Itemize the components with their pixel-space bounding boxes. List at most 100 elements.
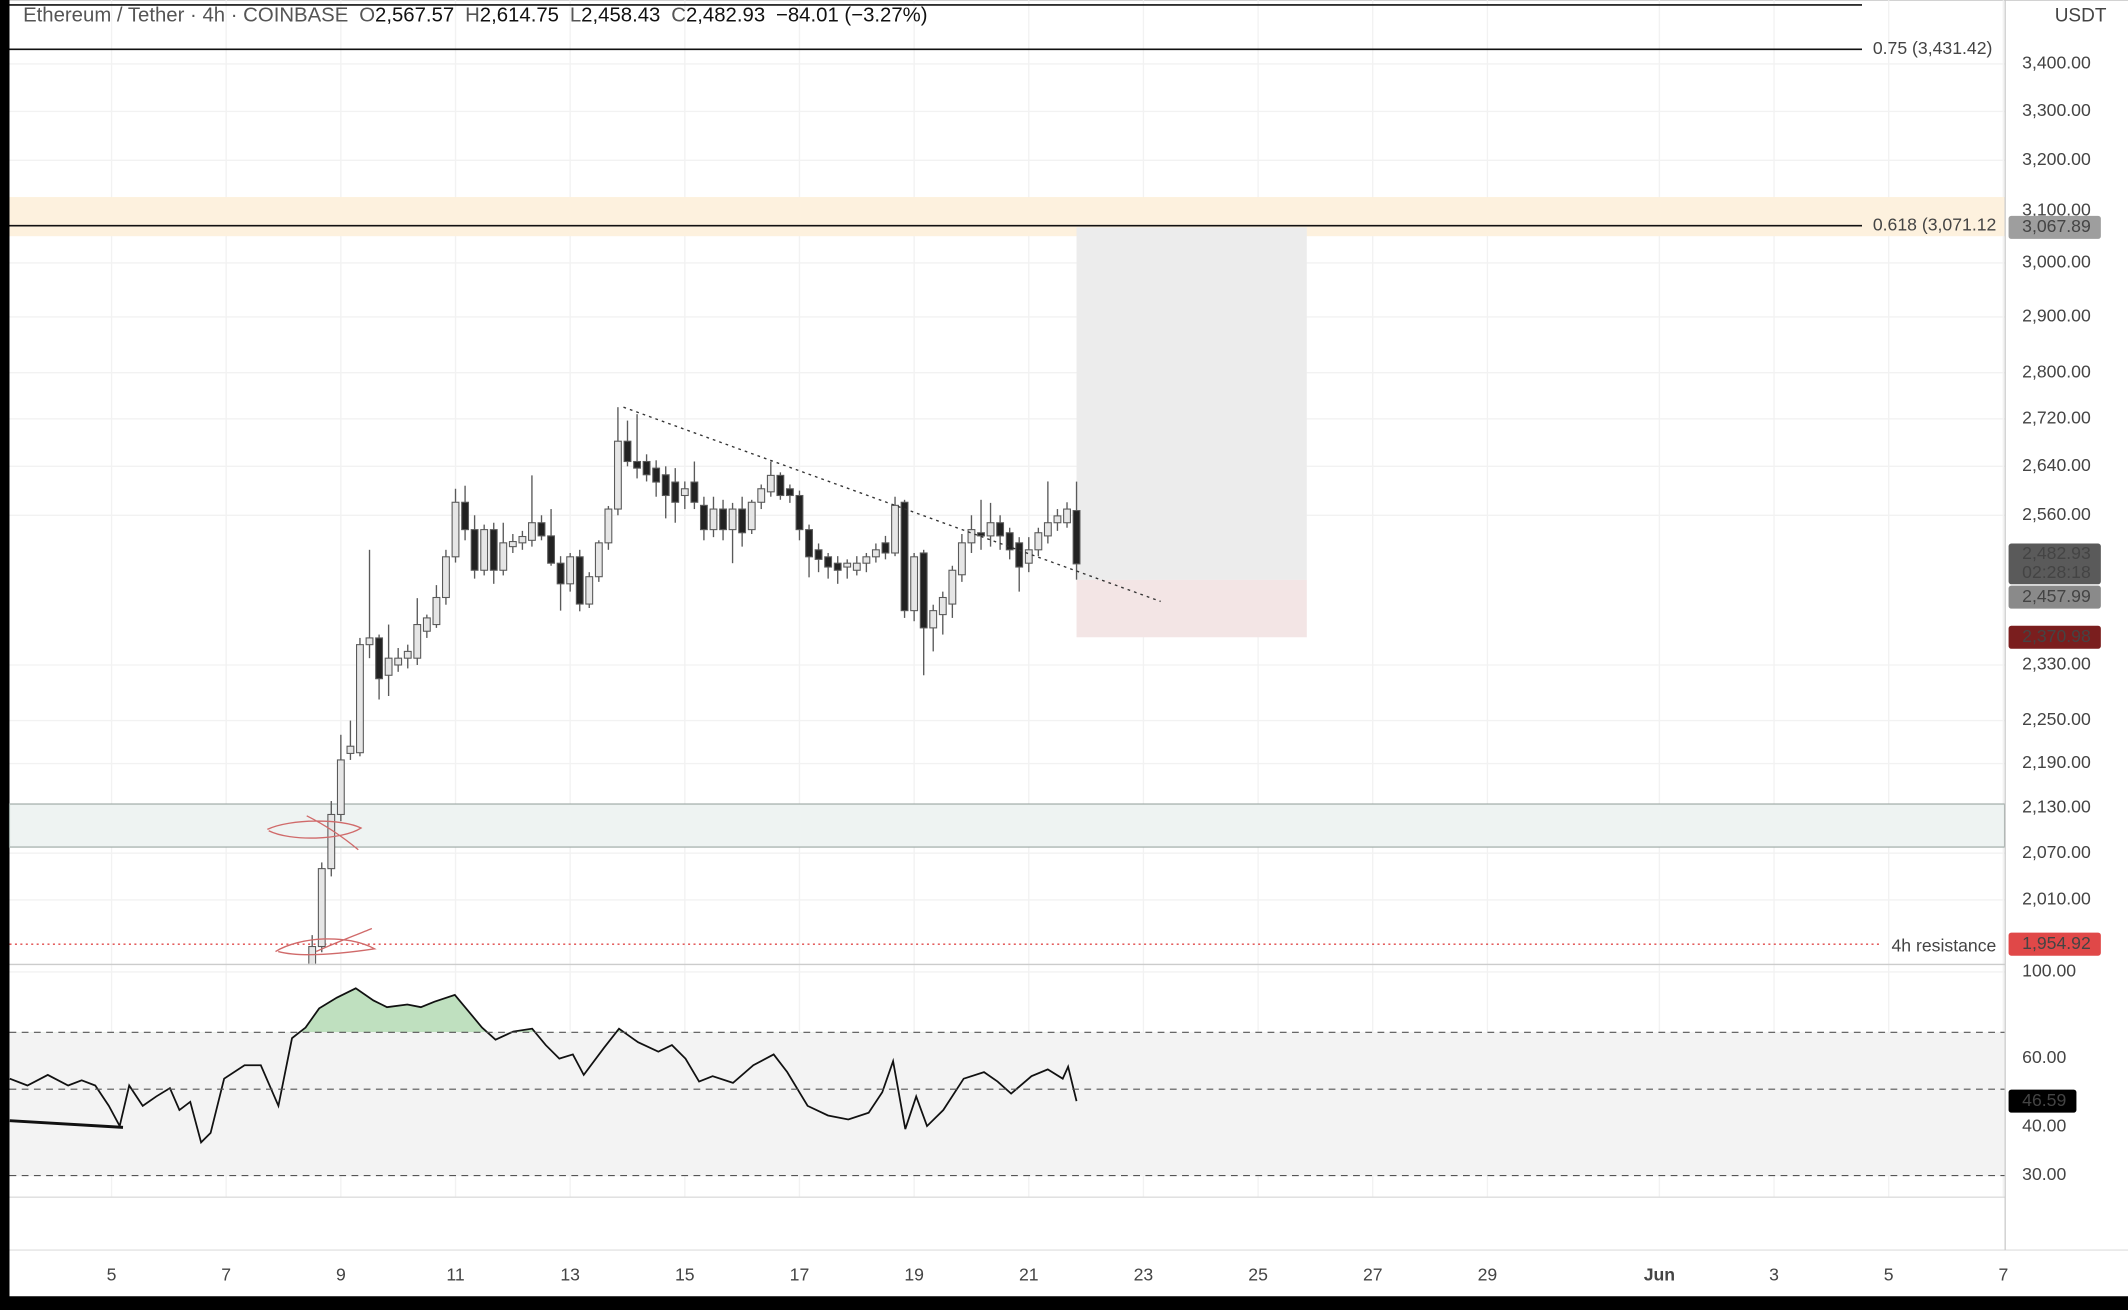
y-tick-label: 2,010.00 [2022, 889, 2091, 909]
candle-body [327, 813, 336, 870]
candle-body [346, 745, 355, 754]
y-tick-label: 2,720.00 [2022, 407, 2091, 427]
candle-body [852, 562, 861, 571]
candle-body [518, 535, 527, 544]
price-tag-label: 1,954.92 [2022, 933, 2091, 953]
resistance-label: 4h resistance [1892, 936, 1997, 956]
level-label: 0.618 (3,071.12 [1873, 214, 1996, 234]
x-tick-label: 11 [446, 1265, 464, 1285]
ohlc-value: 2,482.93 [686, 5, 765, 27]
candle-body [613, 440, 622, 510]
candle-body [1005, 532, 1014, 551]
trendline [623, 406, 1161, 603]
ohlc-key: C [671, 5, 686, 27]
price-tag-label: 2,457.99 [2022, 586, 2091, 606]
y-tick-label: 2,560.00 [2022, 504, 2091, 524]
x-tick-label: 17 [790, 1265, 810, 1285]
candle-body [432, 596, 441, 626]
rsi-line [9, 987, 1078, 1145]
candle-body [1034, 532, 1043, 551]
price-tag-label: 2,482.93 [2022, 543, 2091, 563]
candle-body [833, 562, 842, 571]
y-tick-label: 100.00 [2022, 961, 2076, 981]
x-tick-label: 19 [904, 1265, 924, 1285]
candle-body [356, 644, 364, 754]
x-tick-label: 23 [1134, 1265, 1154, 1285]
candle-body [747, 501, 756, 531]
change: −84.01 (−3.27%) [776, 5, 928, 27]
price-tag-label: 3,067.89 [2022, 216, 2091, 236]
rsi-pane [9, 987, 2005, 1176]
candle-body [986, 522, 995, 537]
x-tick-label: 5 [107, 1265, 117, 1285]
candle-body [403, 650, 412, 659]
y-tick-label: 3,200.00 [2022, 149, 2091, 169]
x-tick-label: 21 [1019, 1265, 1039, 1285]
overlay [9, 406, 2005, 1177]
candle-body [719, 508, 727, 531]
candle-body [317, 868, 326, 948]
x-tick-label: 15 [675, 1265, 695, 1285]
candle-body [699, 504, 708, 531]
y-tick-label: 60.00 [2022, 1047, 2066, 1067]
candle-body [661, 474, 670, 497]
price-tag [2008, 215, 2101, 239]
candle-body [652, 467, 661, 483]
x-tick-label: 27 [1363, 1265, 1383, 1285]
candle-body [929, 610, 938, 629]
candle-body [1043, 522, 1052, 537]
candle-body [594, 542, 603, 578]
zone [8, 803, 2006, 848]
candle-body [575, 556, 584, 605]
candle-body [1024, 549, 1033, 564]
candle-body [948, 569, 957, 605]
candle-body [470, 529, 479, 571]
candle-body [604, 508, 613, 544]
candle-body [814, 549, 823, 560]
candle-body [843, 562, 852, 568]
candle-body [375, 637, 384, 680]
ohlc-key: O [359, 5, 375, 27]
y-tick-label: 2,130.00 [2022, 796, 2091, 816]
y-tick-label: 3,400.00 [2022, 53, 2091, 73]
price-tag [2008, 585, 2101, 609]
candle-body [680, 488, 689, 497]
candle-body [365, 637, 374, 646]
x-tick-label: 3 [1769, 1265, 1779, 1285]
y-tick-label: 2,070.00 [2022, 842, 2091, 862]
y-tick-label: 2,800.00 [2022, 361, 2091, 381]
candle-body [738, 508, 747, 534]
candle-body [690, 481, 699, 503]
y-tick-label: 2,250.00 [2022, 709, 2091, 729]
zone [9, 197, 2005, 237]
candle-body [728, 508, 737, 531]
zones [8, 48, 2006, 945]
candle-body [508, 541, 517, 548]
scribble [275, 927, 377, 956]
candle-body [938, 596, 947, 616]
candle-body [910, 556, 919, 612]
price-tag [2008, 932, 2101, 956]
candle-body [1072, 510, 1081, 565]
rsi-tag-label: 46.59 [2022, 1090, 2066, 1110]
y-tick-label: 3,300.00 [2022, 100, 2091, 120]
candle-body [1053, 515, 1062, 524]
rsi-tag [2008, 1089, 2077, 1113]
candle-body [527, 522, 536, 541]
chart-header: Ethereum / Tether · 4h · COINBASE O2,567.… [23, 5, 927, 27]
candle-body [957, 542, 966, 576]
candle-body [862, 556, 871, 564]
candle-body [394, 657, 403, 666]
candle-body [671, 481, 680, 503]
x-tick-label: 9 [336, 1265, 346, 1285]
candle-body [1063, 508, 1071, 524]
y-tick-label: 2,900.00 [2022, 306, 2091, 326]
candle-body [547, 535, 556, 564]
candle-body [824, 556, 833, 568]
y-tick-label: 2,190.00 [2022, 752, 2091, 772]
candle-body [441, 556, 450, 599]
candle-body [585, 576, 594, 605]
y-tick-label: 3,100.00 [2022, 199, 2091, 219]
ohlc-key: L [570, 5, 581, 27]
candle-body [766, 474, 775, 493]
